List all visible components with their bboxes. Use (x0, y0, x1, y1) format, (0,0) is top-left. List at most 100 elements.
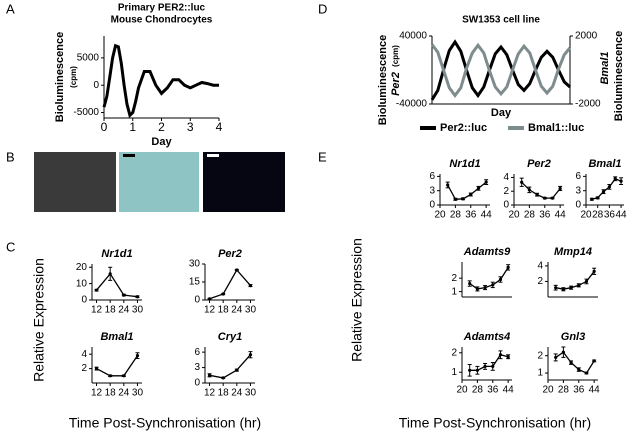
y2-axis-label: Bioluminescence (613, 31, 625, 121)
chart-title: Nr1d1 (449, 158, 480, 170)
data-point (506, 265, 510, 269)
data-line (430, 39, 572, 101)
x-tick-label: 18 (105, 388, 117, 399)
y-tick-label: 5000 (77, 53, 100, 64)
data-point (108, 272, 112, 276)
chart-subtitle: Mouse Chondrocytes (111, 15, 213, 26)
x-tick-label: 18 (105, 305, 117, 316)
data-point (506, 355, 510, 359)
data-point (543, 196, 547, 200)
y2-tick-label: 2000 (575, 31, 598, 42)
data-line (430, 42, 572, 99)
y-tick-label: 1 (537, 368, 543, 379)
x-tick-label: 1 (129, 120, 136, 134)
x-tick-label: 28 (592, 210, 604, 221)
y-tick-label: 2 (451, 273, 457, 284)
y-tick-label: 0 (81, 295, 87, 306)
data-point (221, 292, 225, 296)
data-point (476, 186, 481, 190)
y-tick-label: 2 (537, 350, 543, 361)
chart-title: Bmal1 (588, 158, 621, 170)
data-point (469, 192, 473, 197)
x-tick-label: 44 (481, 210, 493, 221)
chart-title: SW1353 cell line (462, 15, 540, 26)
y-tick-label: 3 (575, 185, 581, 196)
data-point (592, 359, 596, 363)
data-point (527, 188, 531, 192)
y-axis-label: Bioluminescence (54, 32, 66, 122)
x-tick-label: 24 (118, 388, 130, 399)
data-point (554, 286, 558, 290)
y2-axis-label-gene: Bmal1 (599, 51, 611, 84)
data-line (469, 267, 509, 290)
y-tick-label: 0 (194, 378, 200, 389)
scale-bar (123, 154, 135, 157)
x-tick-label: 20 (434, 210, 446, 221)
x-tick-label: 28 (472, 385, 484, 396)
data-point (221, 376, 225, 380)
x-axis-label: Time Post-Synchronisation (hr) (399, 415, 591, 431)
y-axis-label-gene: Per2 (390, 72, 402, 96)
data-point (491, 364, 495, 369)
y-tick-label: 40000 (399, 31, 427, 42)
data-point (569, 361, 573, 365)
x-tick-label: 12 (204, 388, 216, 399)
y-tick-label: 1 (451, 286, 457, 297)
chart-title: Gnl3 (561, 331, 585, 343)
data-point (235, 368, 239, 372)
x-tick-label: 30 (132, 305, 144, 316)
micrographs (34, 152, 285, 212)
data-point (520, 180, 524, 184)
y-tick-label: 10 (76, 278, 88, 289)
x-tick-label: 36 (573, 385, 585, 396)
micrograph (119, 152, 199, 212)
x-tick-label: 24 (231, 305, 243, 316)
data-point (475, 368, 479, 372)
data-point (561, 287, 565, 291)
y-tick-label: 2 (451, 347, 457, 358)
y-tick-label: 0 (503, 200, 509, 211)
chart-title: Cry1 (218, 331, 242, 343)
x-tick-label: 12 (91, 305, 103, 316)
legend-label: Per2::luc (440, 122, 487, 134)
y-tick-label: 0 (575, 200, 581, 211)
data-point (613, 177, 617, 181)
x-tick-label: 28 (558, 385, 570, 396)
y-axis-label: Bioluminescence (377, 35, 389, 125)
y-tick-label: 4 (503, 172, 509, 183)
x-tick-label: 28 (524, 210, 536, 221)
chart-title: Per2 (218, 248, 242, 260)
x-tick-label: 4 (216, 120, 223, 134)
y-tick-label: -40000 (396, 99, 428, 110)
chart-title: Adamts9 (463, 246, 511, 258)
data-point (498, 277, 503, 282)
y-tick-label: 0 (429, 200, 435, 211)
x-tick-label: 30 (132, 388, 144, 399)
data-line (555, 270, 595, 290)
data-point (235, 268, 239, 272)
y-axis-label: Relative Expression (31, 258, 47, 382)
y-tick-label: 2 (81, 363, 87, 374)
chart-title: Bmal1 (100, 331, 133, 343)
data-point (207, 297, 212, 301)
data-line (555, 351, 595, 374)
data-point (135, 295, 140, 299)
panel-letter: E (318, 149, 327, 164)
data-line (521, 181, 561, 199)
data-point (248, 353, 253, 357)
x-tick-label: 44 (503, 385, 515, 396)
data-point (122, 293, 126, 297)
x-tick-label: 36 (539, 210, 551, 221)
x-tick-label: 24 (231, 388, 243, 399)
chart-title: Adamts4 (463, 331, 510, 343)
x-tick-label: 36 (465, 210, 477, 221)
y-axis-label: Relative Expression (349, 238, 365, 362)
data-point (498, 353, 503, 357)
data-point (122, 374, 126, 378)
data-point (94, 288, 99, 292)
y-tick-label: 6 (429, 171, 435, 182)
x-tick-label: 18 (218, 388, 230, 399)
x-tick-label: 2 (158, 120, 165, 134)
x-tick-label: 44 (555, 210, 567, 221)
